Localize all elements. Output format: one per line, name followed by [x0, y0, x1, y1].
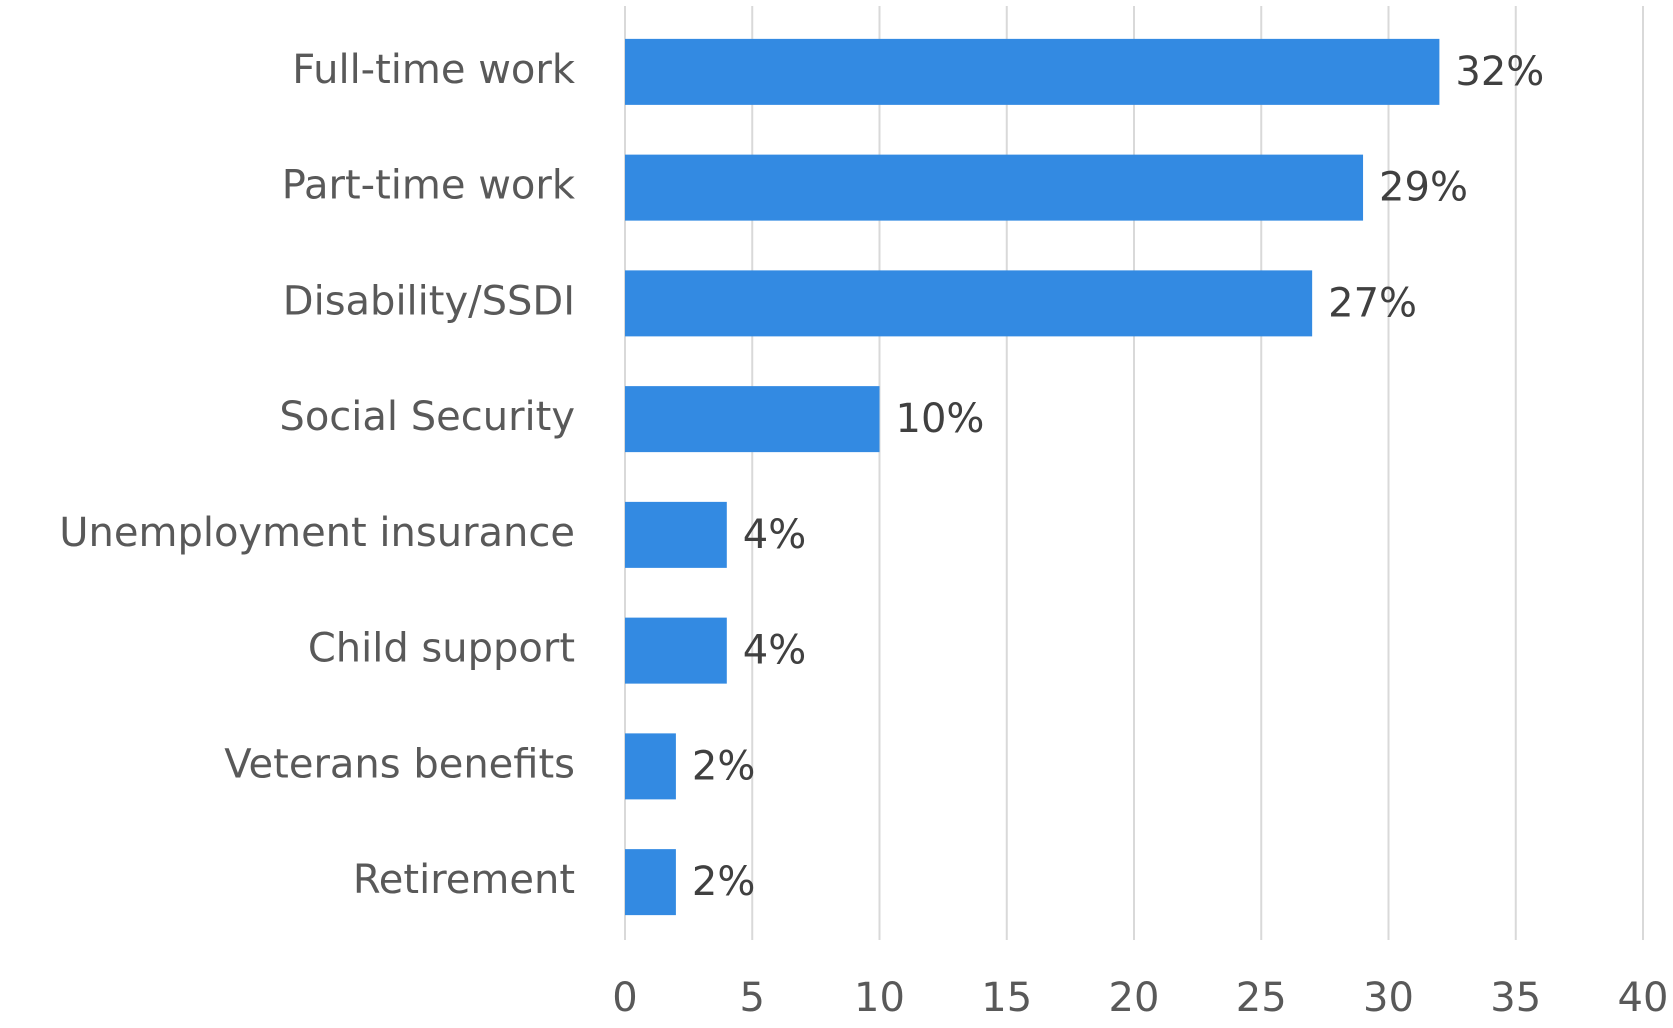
- bar: [625, 849, 676, 916]
- x-tick-label: 15: [981, 975, 1032, 1021]
- bar: [625, 386, 880, 453]
- bar: [625, 38, 1440, 105]
- category-label: Disability/SSDI: [283, 278, 575, 324]
- x-tick-label: 10: [854, 975, 905, 1021]
- bar: [625, 501, 727, 568]
- x-tick-label: 35: [1490, 975, 1541, 1021]
- value-label: 2%: [692, 859, 755, 905]
- value-label: 10%: [896, 396, 985, 442]
- bar: [625, 733, 676, 800]
- x-tick-label: 40: [1618, 975, 1669, 1021]
- category-label: Child support: [308, 626, 575, 672]
- value-label: 4%: [743, 512, 806, 558]
- category-label: Social Security: [279, 394, 575, 440]
- value-label: 29%: [1379, 165, 1468, 211]
- x-tick-label: 0: [612, 975, 637, 1021]
- bar: [625, 270, 1313, 337]
- bar: [625, 154, 1364, 221]
- value-label: 32%: [1455, 49, 1544, 95]
- x-tick-label: 25: [1236, 975, 1287, 1021]
- category-label: Retirement: [353, 857, 575, 903]
- category-label: Unemployment insurance: [59, 510, 575, 556]
- value-label: 2%: [692, 743, 755, 789]
- category-label: Full-time work: [292, 47, 576, 93]
- x-tick-label: 5: [740, 975, 765, 1021]
- value-label: 27%: [1328, 280, 1417, 326]
- x-tick-label: 20: [1109, 975, 1160, 1021]
- x-tick-label: 30: [1363, 975, 1414, 1021]
- category-label: Part-time work: [282, 163, 576, 209]
- category-label: Veterans benefits: [224, 741, 575, 787]
- bar: [625, 617, 727, 684]
- value-label: 4%: [743, 628, 806, 674]
